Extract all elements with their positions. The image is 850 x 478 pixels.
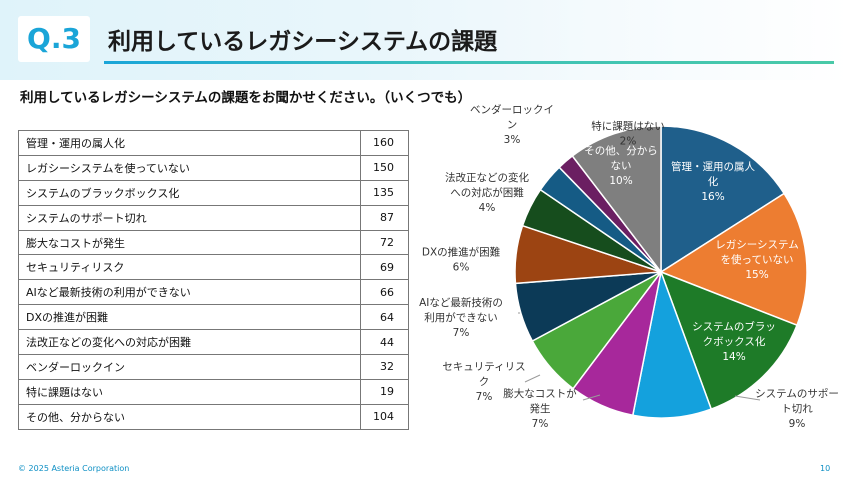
table-row: レガシーシステムを使っていない 150 — [18, 154, 409, 181]
table-cell-value: 104 — [360, 403, 409, 430]
slice-label: 法改正などの変化への対応が困難 4% — [445, 171, 529, 214]
table-cell-value: 32 — [360, 354, 409, 380]
table-cell-value: 64 — [360, 304, 409, 331]
question-text: 利用しているレガシーシステムの課題をお聞かせください。（いくつでも） — [20, 90, 472, 106]
slice-label: DXの推進が困難 6% — [422, 246, 501, 274]
table-cell-label: ベンダーロックイン — [18, 354, 361, 380]
table-cell-value: 160 — [360, 130, 409, 156]
slice-label: 特に課題はない 2% — [591, 120, 665, 148]
table-row: 膨大なコストが発生 72 — [18, 229, 409, 256]
leader-line — [734, 395, 761, 401]
table-cell-label: AIなど最新技術の利用ができない — [18, 279, 361, 306]
slice-label: AIなど最新技術の利用ができない 7% — [419, 296, 503, 339]
table-row: システムのサポート切れ 87 — [18, 204, 409, 231]
slice-label: ベンダーロックイン 3% — [470, 103, 554, 146]
slice-label: 膨大なコストが発生 7% — [503, 387, 577, 430]
table-cell-label: 膨大なコストが発生 — [18, 229, 361, 256]
slice-label: システムのブラックボックス化 14% — [692, 320, 776, 363]
pie-slice — [571, 125, 662, 275]
results-table: 管理・運用の属人化 160 レガシーシステムを使っていない 150 システムのブラックボ… — [18, 130, 409, 430]
table-cell-label: システムのサポート切れ — [18, 204, 361, 231]
table-cell-label: DXの推進が困難 — [18, 304, 361, 331]
table-cell-value: 150 — [360, 154, 409, 181]
question-number-badge: Q.3 — [18, 16, 90, 62]
pie-slice — [659, 192, 808, 327]
table-cell-label: レガシーシステムを使っていない — [18, 154, 361, 181]
slice-label: レガシーシステムを使っていない 15% — [715, 239, 798, 281]
slice-label: その他、分からない 10% — [584, 144, 658, 187]
table-cell-value: 44 — [360, 329, 409, 356]
table-row: AIなど最新技術の利用ができない 66 — [18, 279, 409, 306]
page-title: 利用しているレガシーシステムの課題 — [108, 29, 498, 55]
table-cell-label: その他、分からない — [18, 403, 361, 430]
table-cell-value: 87 — [360, 204, 409, 231]
header-banner — [0, 0, 850, 80]
table-cell-value: 72 — [360, 229, 409, 256]
leader-line — [524, 374, 541, 383]
slice-label: 管理・運用の属人化 16% — [671, 160, 755, 203]
slice-label: セキュリティリスク 7% — [442, 361, 525, 403]
pie-slice — [660, 125, 786, 274]
footer-copyright: © 2025 Asteria Corporation — [18, 464, 130, 473]
pie-slice — [659, 270, 798, 411]
page-number: 10 — [820, 464, 831, 473]
table-row: DXの推進が困難 64 — [18, 304, 409, 331]
title-underline — [104, 61, 834, 64]
table-row: その他、分からない 104 — [18, 403, 409, 430]
table-row: ベンダーロックイン 32 — [18, 354, 409, 380]
table-row: セキュリティリスク 69 — [18, 254, 409, 281]
leader-line — [582, 394, 601, 401]
table-cell-value: 66 — [360, 279, 409, 306]
table-cell-value: 69 — [360, 254, 409, 281]
slice-label: システムのサポート切れ 9% — [755, 388, 839, 430]
